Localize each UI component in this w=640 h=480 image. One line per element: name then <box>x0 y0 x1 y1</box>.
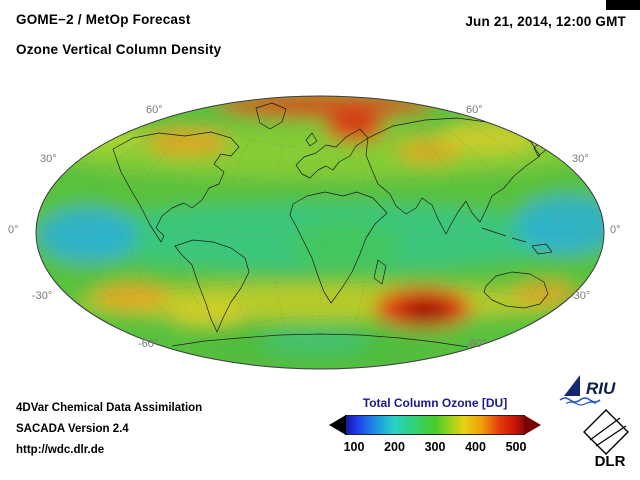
coast-indonesia <box>481 227 527 243</box>
map-boundary <box>35 95 605 370</box>
lat-label-60s-left: -60° <box>138 338 159 350</box>
riu-sail-icon <box>564 375 580 396</box>
lat-label-30n-right: 30° <box>572 153 589 165</box>
colorbar-tick-300: 300 <box>424 440 446 454</box>
coast-britain <box>305 132 318 147</box>
colorbar-tick-100: 100 <box>343 440 365 454</box>
corner-black-box <box>606 0 640 10</box>
dlr-logo-text: DLR <box>595 453 626 468</box>
forecast-datetime: Jun 21, 2014, 12:00 GMT <box>465 14 626 29</box>
riu-wave2-icon <box>565 401 597 406</box>
footer-assimilation: 4DVar Chemical Data Assimilation <box>16 402 203 414</box>
footer-version: SACADA Version 2.4 <box>16 423 129 435</box>
world-map-svg <box>35 95 605 370</box>
lat-label-30s-right: -30° <box>570 290 591 302</box>
colorbar-right-arrow-icon <box>524 415 541 435</box>
lat-label-30n-left: 30° <box>40 153 57 165</box>
lat-label-0-right: 0° <box>610 224 621 236</box>
dlr-logo: DLR <box>578 408 638 470</box>
coast-australia <box>483 271 549 309</box>
colorbar-left-arrow-icon <box>329 415 346 435</box>
page-title-line2: Ozone Vertical Column Density <box>16 42 222 57</box>
coast-africa <box>289 191 388 304</box>
lat-label-60n-right: 60° <box>466 104 483 116</box>
colorbar-title: Total Column Ozone [DU] <box>362 396 508 410</box>
coast-new-guinea <box>531 243 553 255</box>
lat-label-60s-right: -60° <box>466 338 487 350</box>
coast-greenland <box>255 102 287 130</box>
lat-label-0-left: 0° <box>8 224 19 236</box>
riu-wave-icon <box>559 397 601 403</box>
footer-url: http://wdc.dlr.de <box>16 444 105 456</box>
coast-south-america <box>174 239 250 333</box>
dlr-emblem-line-icon <box>589 417 621 441</box>
colorbar-tick-400: 400 <box>465 440 486 454</box>
coast-new-zealand <box>565 313 573 328</box>
coastlines <box>112 102 573 348</box>
lat-label-30s-left: -30° <box>32 290 53 302</box>
colorbar-tick-500: 500 <box>505 440 527 454</box>
world-map <box>35 95 605 370</box>
lat-label-60n-left: 60° <box>146 104 163 116</box>
colorbar-tick-200: 200 <box>384 440 405 454</box>
coast-madagascar <box>373 259 387 285</box>
riu-logo-text: RIU <box>586 379 616 398</box>
graticule <box>36 96 604 369</box>
colorbar-gradient <box>329 415 541 435</box>
page-title-line1: GOME−2 / MetOp Forecast <box>16 12 191 27</box>
coast-north-america <box>112 131 240 243</box>
colorbar-legend: Total Column Ozone [DU] 100 200 300 400 … <box>328 396 542 455</box>
colorbar-ticks: 100 200 300 400 500 <box>343 440 527 455</box>
coast-antarctica <box>171 333 469 348</box>
riu-logo: RIU <box>556 372 636 406</box>
riu-logo-svg: RIU <box>559 375 616 406</box>
dlr-emblem-icon <box>583 409 629 455</box>
dlr-emblem-line2-icon <box>595 425 627 447</box>
dlr-logo-svg: DLR <box>583 409 629 470</box>
